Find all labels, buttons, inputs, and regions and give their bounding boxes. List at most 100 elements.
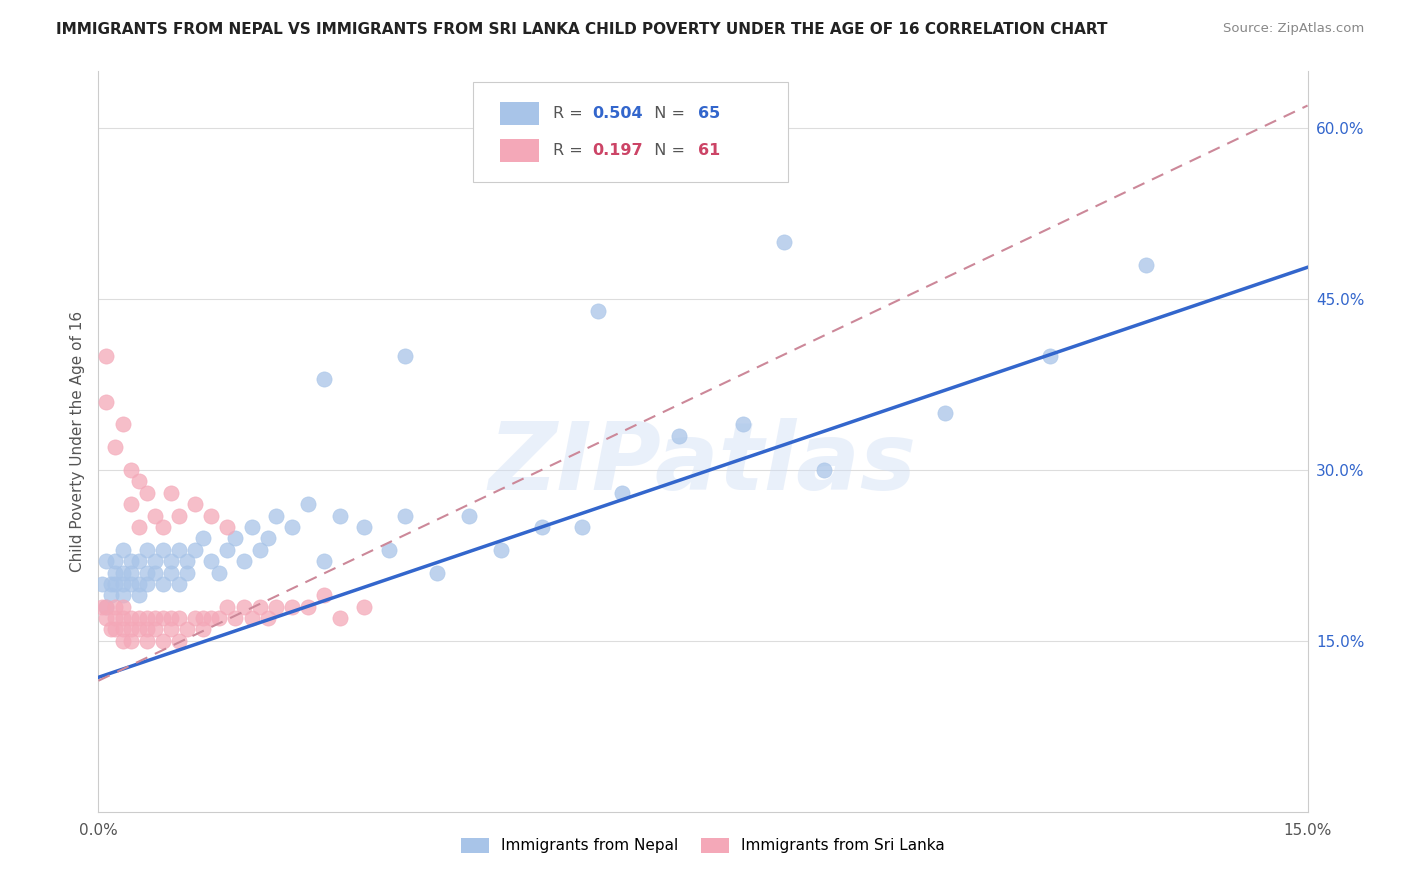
- FancyBboxPatch shape: [501, 139, 538, 161]
- Point: [120, 566, 142, 580]
- Point: [184, 542, 207, 557]
- Point: [491, 542, 513, 557]
- Point: [240, 611, 263, 625]
- Point: [135, 566, 157, 580]
- Point: [120, 577, 142, 591]
- Point: [772, 235, 794, 250]
- Point: [232, 554, 254, 568]
- Point: [96, 599, 118, 614]
- Point: [193, 623, 215, 637]
- Point: [143, 508, 166, 523]
- Point: [135, 611, 157, 625]
- Point: [200, 554, 222, 568]
- Point: [668, 429, 690, 443]
- Point: [297, 599, 319, 614]
- Point: [612, 485, 634, 500]
- Point: [264, 508, 287, 523]
- Point: [160, 623, 183, 637]
- Point: [120, 554, 142, 568]
- Point: [103, 440, 125, 454]
- Point: [103, 577, 125, 591]
- Point: [96, 394, 118, 409]
- Point: [1135, 258, 1157, 272]
- Point: [160, 554, 183, 568]
- Point: [353, 599, 375, 614]
- Point: [167, 577, 190, 591]
- Point: [96, 611, 118, 625]
- Point: [120, 463, 142, 477]
- Point: [111, 417, 134, 432]
- Text: 0.197: 0.197: [592, 143, 643, 158]
- Point: [91, 577, 114, 591]
- Point: [353, 520, 375, 534]
- Point: [135, 633, 157, 648]
- Point: [128, 577, 150, 591]
- Point: [377, 542, 399, 557]
- Point: [152, 577, 174, 591]
- Point: [120, 623, 142, 637]
- Point: [530, 520, 553, 534]
- Point: [184, 611, 207, 625]
- Point: [167, 633, 190, 648]
- Text: N =: N =: [644, 106, 690, 121]
- Point: [160, 611, 183, 625]
- Point: [176, 554, 198, 568]
- Point: [111, 542, 134, 557]
- Point: [586, 303, 609, 318]
- Point: [128, 588, 150, 602]
- Point: [160, 566, 183, 580]
- Point: [240, 520, 263, 534]
- Point: [217, 599, 239, 614]
- Point: [426, 566, 449, 580]
- Point: [314, 372, 336, 386]
- Point: [329, 508, 352, 523]
- Point: [176, 566, 198, 580]
- Point: [100, 623, 122, 637]
- Point: [120, 611, 142, 625]
- Point: [208, 566, 231, 580]
- Point: [152, 542, 174, 557]
- Point: [100, 577, 122, 591]
- Text: R =: R =: [553, 106, 588, 121]
- Point: [394, 508, 416, 523]
- Point: [571, 520, 593, 534]
- Point: [96, 349, 118, 363]
- Point: [281, 599, 304, 614]
- Point: [458, 508, 481, 523]
- Point: [256, 532, 278, 546]
- Point: [120, 497, 142, 511]
- Point: [208, 611, 231, 625]
- Point: [224, 611, 246, 625]
- Point: [96, 599, 118, 614]
- Point: [128, 623, 150, 637]
- Point: [329, 611, 352, 625]
- Point: [128, 554, 150, 568]
- Point: [314, 554, 336, 568]
- Point: [167, 508, 190, 523]
- Point: [200, 508, 222, 523]
- Point: [193, 611, 215, 625]
- Point: [167, 611, 190, 625]
- Point: [143, 566, 166, 580]
- Point: [143, 611, 166, 625]
- Point: [135, 623, 157, 637]
- Point: [224, 532, 246, 546]
- Text: 61: 61: [699, 143, 720, 158]
- Point: [167, 542, 190, 557]
- Point: [217, 520, 239, 534]
- Point: [1039, 349, 1062, 363]
- Point: [120, 633, 142, 648]
- Text: IMMIGRANTS FROM NEPAL VS IMMIGRANTS FROM SRI LANKA CHILD POVERTY UNDER THE AGE O: IMMIGRANTS FROM NEPAL VS IMMIGRANTS FROM…: [56, 22, 1108, 37]
- Point: [91, 599, 114, 614]
- Point: [111, 588, 134, 602]
- Point: [200, 611, 222, 625]
- Point: [264, 599, 287, 614]
- FancyBboxPatch shape: [474, 82, 787, 183]
- Point: [111, 623, 134, 637]
- Point: [135, 577, 157, 591]
- Point: [100, 588, 122, 602]
- Point: [152, 633, 174, 648]
- Point: [128, 520, 150, 534]
- Point: [111, 577, 134, 591]
- Point: [314, 588, 336, 602]
